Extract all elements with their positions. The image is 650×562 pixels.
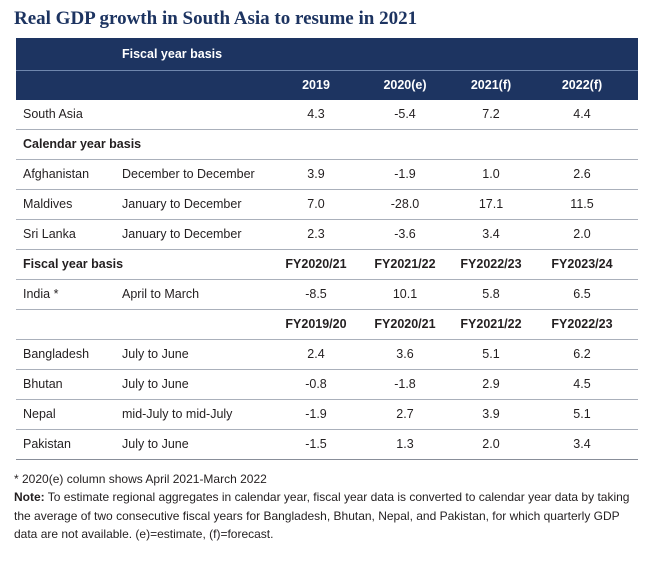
fy-header: FY2020/21 — [374, 317, 436, 331]
value-cell: 3.4 — [573, 437, 591, 451]
period-cell: January to December — [122, 197, 242, 211]
country-cell: Bhutan — [23, 377, 63, 391]
value-cell: 5.1 — [573, 407, 591, 421]
value-cell: 4.5 — [573, 377, 591, 391]
section-row-fiscal-2: FY2019/20 FY2020/21 FY2021/22 FY2022/23 — [16, 310, 638, 340]
section-row-fiscal: Fiscal year basis FY2020/21 FY2021/22 FY… — [16, 250, 638, 280]
table-row: Maldives January to December 7.0 -28.0 1… — [16, 190, 638, 220]
period-cell: December to December — [122, 167, 255, 181]
value-cell: -8.5 — [305, 287, 327, 301]
header-basis-label: Fiscal year basis — [122, 47, 223, 61]
section-label: Fiscal year basis — [23, 257, 124, 271]
value-cell: -28.0 — [390, 197, 420, 211]
value-cell: 11.5 — [570, 197, 594, 211]
value-cell: 2.4 — [307, 347, 325, 361]
fy-header: FY2022/23 — [460, 257, 522, 271]
period-cell: July to June — [122, 377, 189, 391]
value-cell: -3.6 — [394, 227, 416, 241]
country-cell: Nepal — [23, 407, 56, 421]
table-row: Nepal mid-July to mid-July -1.9 2.7 3.9 … — [16, 400, 638, 430]
country-cell: Maldives — [23, 197, 73, 211]
value-cell: 4.4 — [573, 107, 591, 121]
fy-header: FY2023/24 — [551, 257, 613, 271]
period-cell: January to December — [122, 227, 242, 241]
country-cell: India * — [23, 287, 59, 301]
country-cell: Pakistan — [23, 437, 71, 451]
value-cell: 1.3 — [396, 437, 414, 451]
table-row: Afghanistan December to December 3.9 -1.… — [16, 160, 638, 190]
value-cell: 7.0 — [307, 197, 325, 211]
period-cell: mid-July to mid-July — [122, 407, 233, 421]
value-cell: 17.1 — [478, 197, 504, 211]
value-cell: 6.2 — [573, 347, 591, 361]
column-header: 2022(f) — [561, 78, 603, 92]
period-cell: July to June — [122, 437, 189, 451]
value-cell: 7.2 — [482, 107, 500, 121]
country-cell: South Asia — [23, 107, 83, 121]
value-cell: -5.4 — [394, 107, 416, 121]
note-label: Note: — [14, 490, 45, 504]
value-cell: 3.6 — [396, 347, 414, 361]
footnote-note: Note: To estimate regional aggregates in… — [14, 488, 634, 544]
value-cell: -1.8 — [394, 377, 416, 391]
header-band: Fiscal year basis — [16, 38, 638, 70]
table-row: Pakistan July to June -1.5 1.3 2.0 3.4 — [16, 430, 638, 460]
value-cell: 2.7 — [396, 407, 414, 421]
table-row-south-asia: South Asia 4.3 -5.4 7.2 4.4 — [16, 100, 638, 130]
value-cell: -1.9 — [394, 167, 416, 181]
country-cell: Bangladesh — [23, 347, 90, 361]
footnote-asterisk: * 2020(e) column shows April 2021-March … — [14, 472, 267, 486]
value-cell: 2.9 — [482, 377, 500, 391]
column-header: 2020(e) — [383, 78, 427, 92]
country-cell: Sri Lanka — [23, 227, 76, 241]
value-cell: -0.8 — [305, 377, 327, 391]
value-cell: -1.9 — [305, 407, 327, 421]
fy-header: FY2022/23 — [551, 317, 613, 331]
table-row: Bangladesh July to June 2.4 3.6 5.1 6.2 — [16, 340, 638, 370]
value-cell: 2.0 — [573, 227, 591, 241]
value-cell: 2.6 — [573, 167, 591, 181]
value-cell: -1.5 — [305, 437, 327, 451]
table-row: Bhutan July to June -0.8 -1.8 2.9 4.5 — [16, 370, 638, 400]
value-cell: 6.5 — [573, 287, 591, 301]
fy-header: FY2021/22 — [460, 317, 522, 331]
table-row: India * April to March -8.5 10.1 5.8 6.5 — [16, 280, 638, 310]
value-cell: 5.8 — [482, 287, 500, 301]
note-text: To estimate regional aggregates in calen… — [14, 490, 630, 541]
value-cell: 3.4 — [482, 227, 500, 241]
value-cell: 3.9 — [307, 167, 325, 181]
column-header: 2021(f) — [470, 78, 512, 92]
value-cell: 2.0 — [482, 437, 500, 451]
fy-header: FY2021/22 — [374, 257, 436, 271]
fy-header: FY2019/20 — [285, 317, 347, 331]
table-row: Sri Lanka January to December 2.3 -3.6 3… — [16, 220, 638, 250]
section-label: Calendar year basis — [23, 137, 142, 151]
value-cell: 5.1 — [482, 347, 500, 361]
period-cell: July to June — [122, 347, 189, 361]
value-cell: 2.3 — [307, 227, 325, 241]
fy-header: FY2020/21 — [285, 257, 347, 271]
table-title: Real GDP growth in South Asia to resume … — [14, 8, 418, 29]
column-header: 2019 — [302, 78, 330, 92]
value-cell: 10.1 — [392, 287, 418, 301]
header-columns: 2019 2020(e) 2021(f) 2022(f) — [16, 70, 638, 100]
period-cell: April to March — [122, 287, 200, 301]
section-row-calendar: Calendar year basis — [16, 130, 638, 160]
country-cell: Afghanistan — [23, 167, 90, 181]
value-cell: 3.9 — [482, 407, 500, 421]
value-cell: 1.0 — [482, 167, 500, 181]
value-cell: 4.3 — [307, 107, 325, 121]
